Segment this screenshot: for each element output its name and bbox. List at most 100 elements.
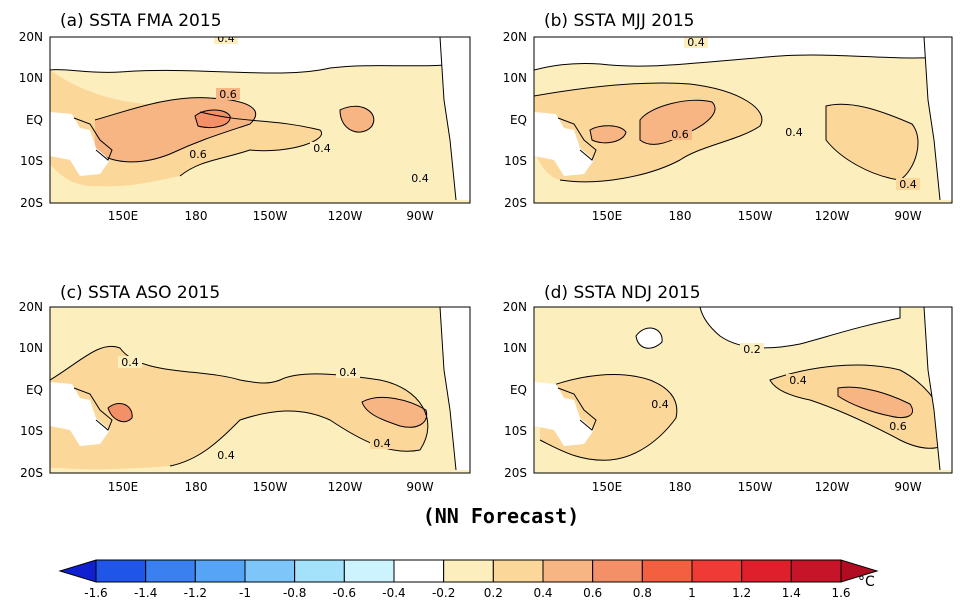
- panel-d-coastline-new-guinea: [557, 387, 597, 431]
- panel-a-contour-label: 0.6: [189, 148, 207, 161]
- panel-b-frame: [533, 36, 953, 204]
- panel-c-lat-axis: 20N 10N EQ 10S 20S: [19, 300, 43, 480]
- colorbar-swatch: [790, 559, 842, 583]
- panel-c-contour-0.6: [361, 396, 428, 428]
- panel-b-lat-axis: 20N 10N EQ 10S 20S: [503, 30, 527, 210]
- colorbar-swatch: [294, 559, 345, 583]
- panel-b-contour-0.6: [639, 99, 716, 145]
- panel-b-contour-0.4-north: [534, 37, 952, 71]
- colorbar-tick-label: -1.2: [184, 586, 207, 600]
- panel-b-contour-0.4: [534, 82, 763, 183]
- colorbar-left-triangle: [58, 559, 97, 583]
- panel-c-contour-label: 0.4: [217, 449, 235, 462]
- lat-tick-label: 20N: [19, 30, 43, 44]
- lon-tick-label: 150W: [738, 480, 773, 494]
- panel-c-lon-axis: 150E 180 150W 120W 90W: [108, 480, 434, 494]
- lon-tick-label: 150E: [592, 209, 623, 223]
- panel-c-contour-0.6-west: [107, 403, 133, 423]
- panel-a-contour-label: 0.4: [313, 142, 331, 155]
- panel-d-title: (d) SSTA NDJ 2015: [544, 283, 701, 303]
- panel-d-contour-0.6: [837, 386, 913, 418]
- colorbar-tick-label: 1: [688, 586, 696, 600]
- panel-a-land-americas: [440, 37, 470, 200]
- panel-a-contour-label: 0.4: [411, 172, 429, 185]
- lon-tick-label: 90W: [406, 209, 433, 223]
- panel-a: (a) SSTA FMA 2015 0.4 0.6 0.6: [19, 11, 471, 223]
- panel-b: (b) SSTA MJJ 2015 0.4 0.6 0.4 0.4: [503, 11, 953, 223]
- lat-tick-label: 20N: [19, 300, 43, 314]
- panel-b-06-west-region: [590, 125, 626, 143]
- panel-a-lat-axis: 20N 10N EQ 10S 20S: [19, 30, 43, 210]
- panel-b-coastline-new-guinea: [557, 117, 597, 161]
- panel-a-contour-0.8: [194, 109, 231, 129]
- panel-a-06-east-region: [340, 106, 374, 133]
- colorbar-tick-label: 0.4: [533, 586, 552, 600]
- lat-tick-label: 10S: [20, 424, 43, 438]
- panel-d-low-anomaly-island: [636, 328, 663, 349]
- lat-tick-label: 20S: [504, 196, 527, 210]
- lat-tick-label: 10N: [503, 71, 527, 85]
- lat-tick-label: EQ: [26, 383, 43, 397]
- lon-tick-label: 180: [669, 480, 692, 494]
- panel-d-coastline-americas: [923, 307, 941, 471]
- lon-tick-label: 90W: [406, 480, 433, 494]
- lat-tick-label: 20S: [20, 466, 43, 480]
- panel-d-land-maritime-continent: [534, 382, 594, 446]
- colorbar-tick-label: -0.8: [283, 586, 306, 600]
- panel-d-contour-label: 0.4: [789, 374, 807, 387]
- lat-tick-label: 10N: [503, 341, 527, 355]
- lat-tick-label: 10S: [504, 424, 527, 438]
- colorbar-swatch: [145, 559, 196, 583]
- colorbar-tick-label: 1.4: [782, 586, 801, 600]
- colorbar-swatch: [244, 559, 296, 583]
- panel-a-contour-label: 0.6: [219, 88, 237, 101]
- lat-tick-label: 10S: [504, 154, 527, 168]
- colorbar: -1.6 -1.4 -1.2 -1 -0.8 -0.6 -0.4 -0.2 0.2 0.4 0.6 0…: [58, 559, 879, 600]
- panel-d-land-americas: [924, 307, 952, 470]
- panel-b-contour-label: 0.4: [687, 36, 705, 49]
- panel-a-contour-0.4-north: [50, 37, 470, 74]
- panel-b-contour-label: 0.4: [785, 126, 803, 139]
- panel-c-contour-label: 0.4: [373, 437, 391, 450]
- panel-b-land-americas: [924, 37, 952, 200]
- colorbar-swatch: [443, 559, 494, 583]
- lon-tick-label: 150E: [592, 480, 623, 494]
- colorbar-swatch: [343, 559, 395, 583]
- panel-c-frame: [49, 306, 471, 474]
- lat-tick-label: 10N: [19, 71, 43, 85]
- panel-a-low-anomaly-region: [50, 37, 470, 74]
- lon-tick-label: 150W: [253, 480, 288, 494]
- lat-tick-label: EQ: [510, 383, 527, 397]
- panel-a-frame: [49, 36, 471, 204]
- panel-d: (d) SSTA NDJ 2015 0.2 0.4 0.4 0.6: [503, 283, 953, 494]
- panel-c-land-maritime-continent: [50, 382, 110, 446]
- colorbar-tick-label: 1.2: [732, 586, 751, 600]
- colorbar-swatch: [741, 559, 792, 583]
- panel-a-title: (a) SSTA FMA 2015: [60, 11, 222, 31]
- panel-d-contour-0.4-west: [539, 374, 678, 461]
- colorbar-swatch: [393, 559, 445, 583]
- colorbar-tick-label: -1.4: [134, 586, 157, 600]
- forecast-caption: (NN Forecast): [423, 504, 580, 528]
- colorbar-tick-label: 0.2: [484, 586, 503, 600]
- panel-c-contour-label: 0.4: [121, 356, 139, 369]
- panel-c-contour-label: 0.4: [339, 366, 357, 379]
- lon-tick-label: 120W: [815, 209, 850, 223]
- lon-tick-label: 90W: [894, 209, 921, 223]
- panel-a-08-region: [195, 110, 231, 128]
- panel-c-06-region: [362, 397, 427, 428]
- panel-c-coastline-new-guinea: [73, 387, 113, 431]
- panel-b-coastline-americas: [923, 37, 941, 201]
- lat-tick-label: EQ: [26, 113, 43, 127]
- lon-tick-label: 120W: [328, 209, 363, 223]
- lon-tick-label: 150E: [108, 480, 139, 494]
- panel-a-contour-label: 0.4: [217, 32, 235, 45]
- lat-tick-label: 20S: [20, 196, 43, 210]
- colorbar-tick-label: 0.6: [583, 586, 602, 600]
- colorbar-tick-label: 1.6: [831, 586, 850, 600]
- panel-d-06-region: [838, 387, 913, 418]
- panel-d-contour-label: 0.2: [743, 343, 761, 356]
- panel-a-contour-0.6: [94, 97, 257, 163]
- colorbar-swatch: [492, 559, 544, 583]
